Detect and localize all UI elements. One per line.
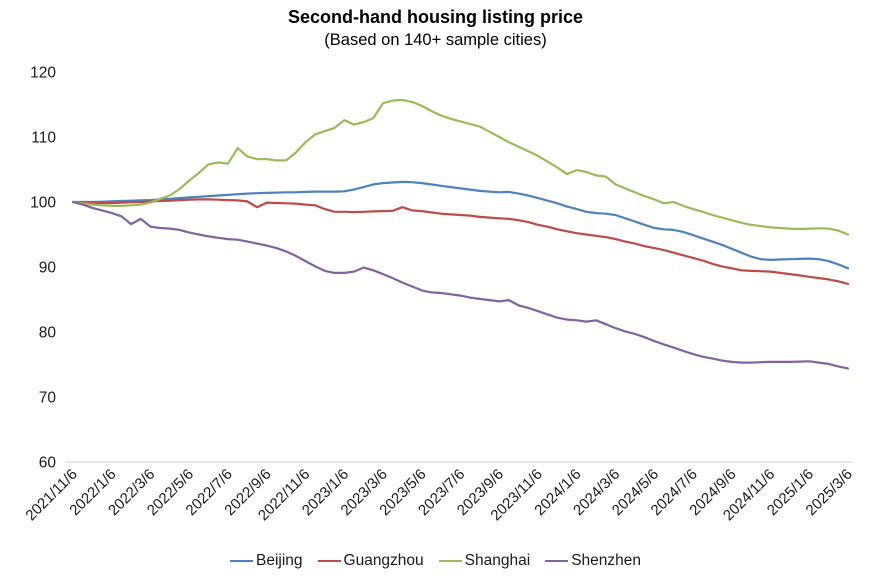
legend-item-guangzhou: Guangzhou xyxy=(317,552,424,570)
legend-label-guangzhou: Guangzhou xyxy=(343,552,424,569)
series-line-beijing xyxy=(71,180,850,270)
legend-label-shenzhen: Shenzhen xyxy=(571,552,641,569)
legend-item-shanghai: Shanghai xyxy=(438,552,531,570)
y-tick-label: 100 xyxy=(30,195,56,212)
y-tick-label: 90 xyxy=(39,260,57,277)
legend-item-shenzhen: Shenzhen xyxy=(545,552,641,570)
y-tick-label: 80 xyxy=(39,325,57,342)
series-line-guangzhou xyxy=(71,198,850,285)
chart-title: Second-hand housing listing price xyxy=(287,7,583,27)
legend-marker-shanghai-icon xyxy=(438,559,462,563)
x-tick-label: 2021/11/6 xyxy=(22,466,80,524)
legend-label-beijing: Beijing xyxy=(255,552,303,569)
legend-marker-beijing-icon xyxy=(229,559,253,563)
series-line-shenzhen xyxy=(71,200,850,370)
series-line-shanghai xyxy=(71,98,850,236)
legend: Beijing Guangzhou Shanghai Shenzhen xyxy=(0,552,871,570)
legend-marker-guangzhou-icon xyxy=(317,559,341,563)
y-tick-label: 110 xyxy=(31,130,56,147)
y-tick-label: 70 xyxy=(39,390,57,407)
y-tick-label: 60 xyxy=(39,455,57,472)
chart-subtitle: (Based on 140+ sample cities) xyxy=(324,31,547,49)
legend-marker-shenzhen-icon xyxy=(545,559,569,563)
legend-label-shanghai: Shanghai xyxy=(464,552,531,569)
y-tick-label: 120 xyxy=(30,65,56,82)
legend-item-beijing: Beijing xyxy=(229,552,303,570)
